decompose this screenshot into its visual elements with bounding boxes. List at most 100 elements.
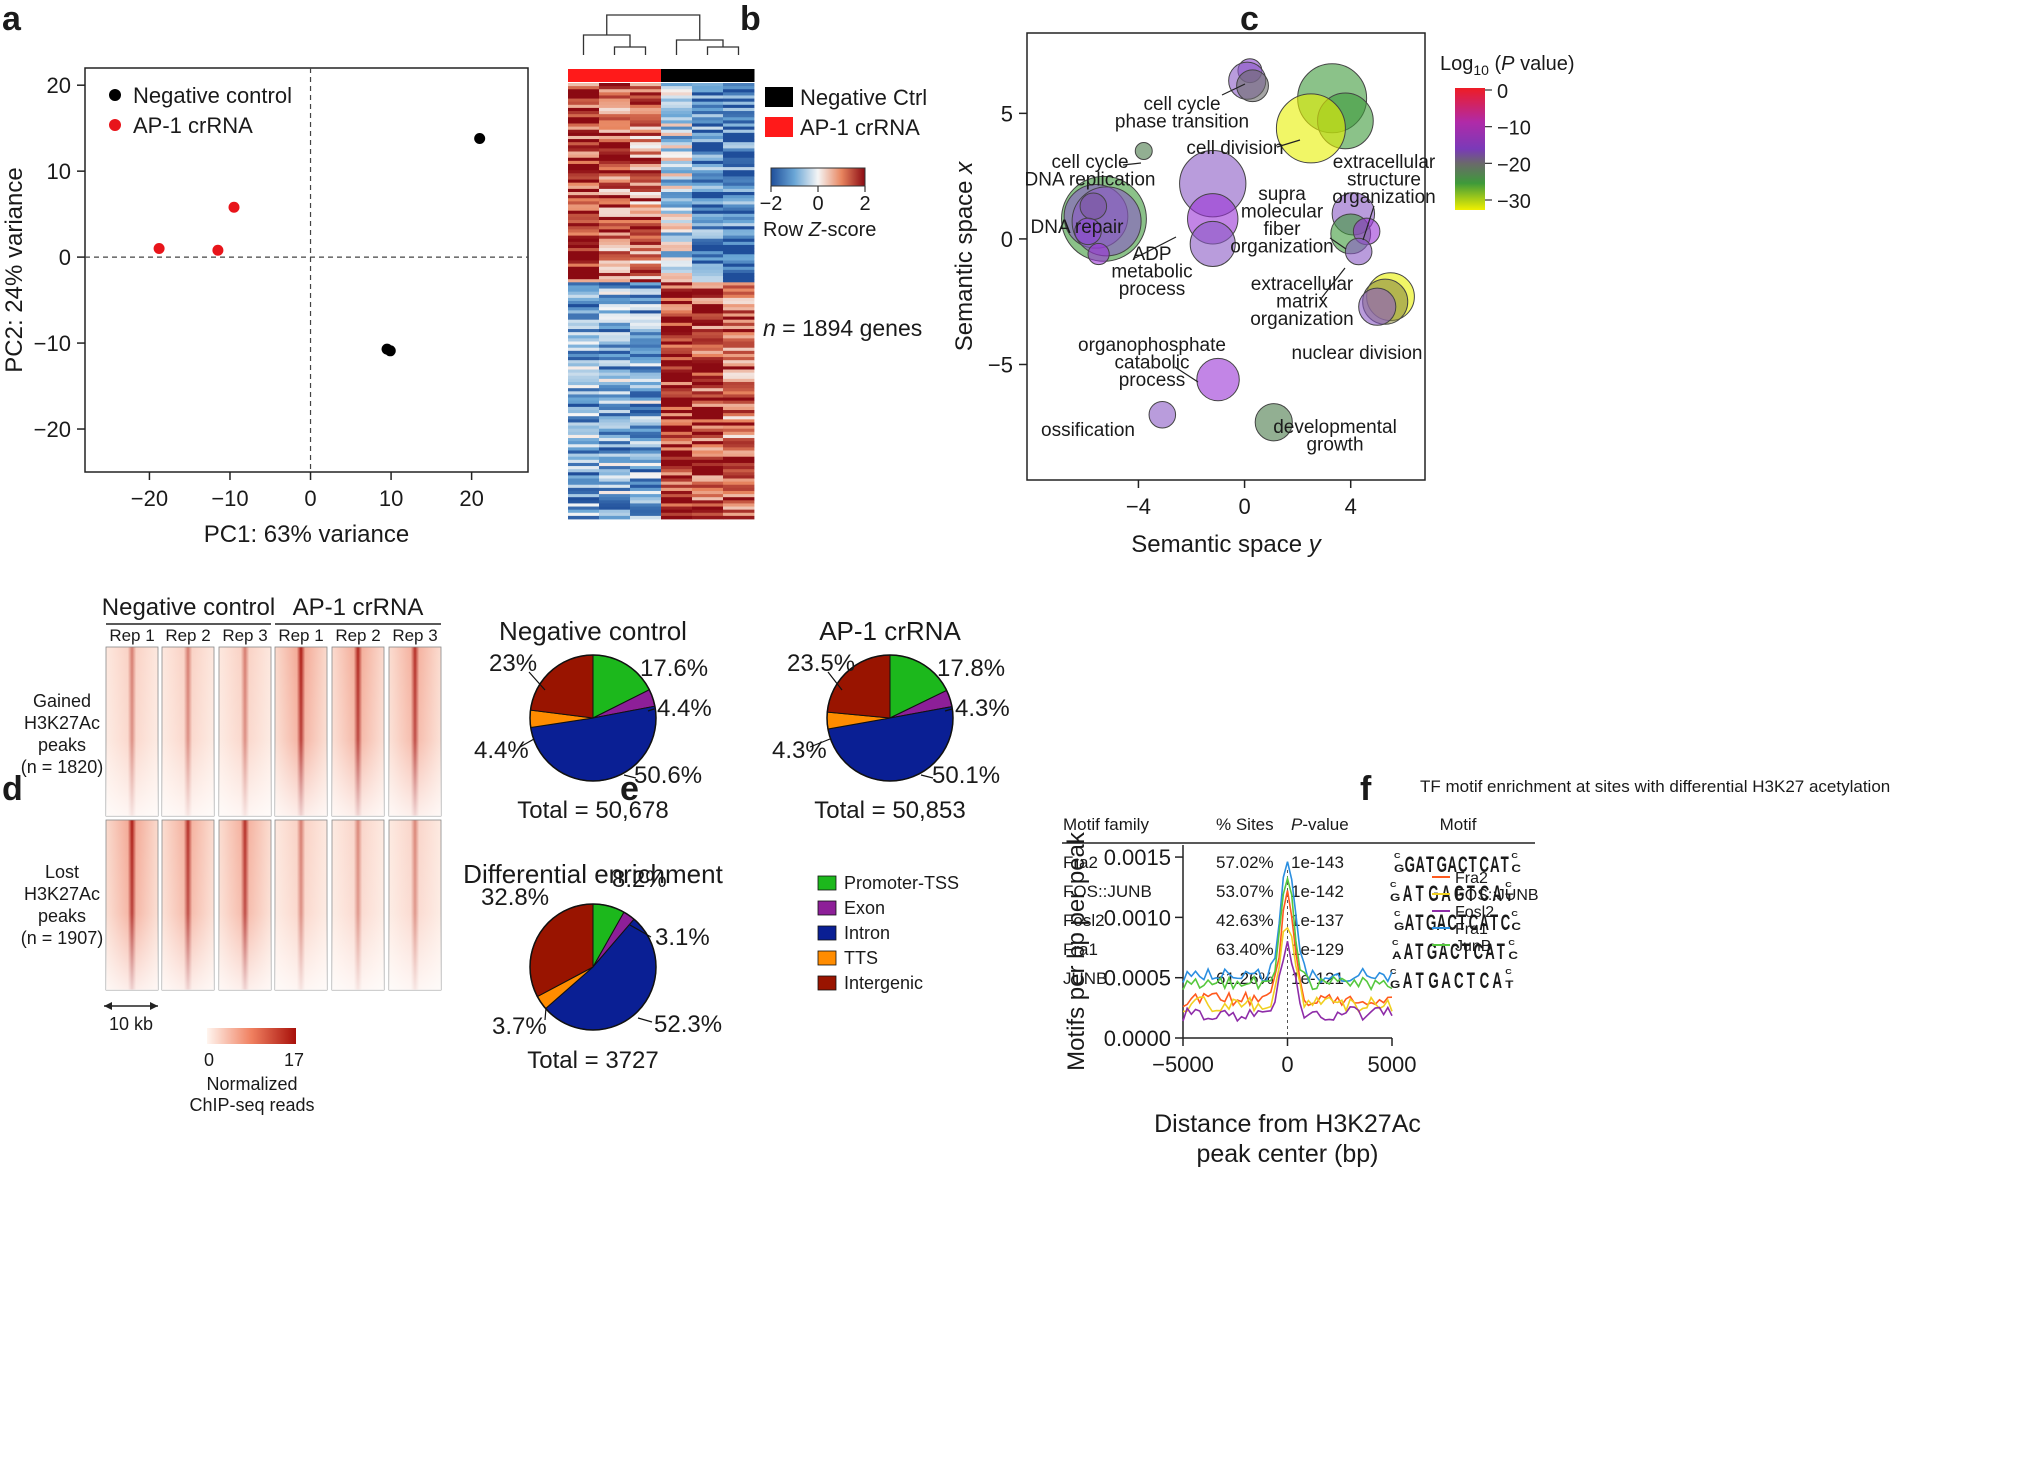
heatmap-cell [661, 210, 693, 215]
motif-base-letter: A [1404, 938, 1414, 964]
heatmap-cell [661, 276, 693, 280]
heatmap-cell [692, 244, 724, 249]
heatmap-cell [630, 453, 662, 458]
heatmap-cell [630, 475, 662, 479]
motif-family: FOS::JUNB [1063, 882, 1152, 901]
chip-heatmap-fade [332, 820, 384, 990]
go-bubble-chart: −4 0 4 5 0 −5 Semantic space y Semantic space x… [951, 32, 1575, 558]
heatmap-cell [692, 213, 724, 218]
heatmap-cell [661, 114, 693, 118]
go-term-label: molecular [1241, 202, 1324, 223]
heatmap-cell [630, 369, 662, 374]
heatmap-cell [661, 456, 693, 461]
motif-base-letter: A [1405, 909, 1415, 935]
label-leader-line [1329, 237, 1347, 250]
heatmap-cell [692, 434, 724, 439]
heatmap-cell [568, 416, 600, 420]
y-tick-label: 0.0010 [1104, 905, 1171, 930]
legend-label: Negative Ctrl [800, 85, 927, 110]
heatmap-cell [723, 294, 755, 299]
heatmap-cell [723, 403, 755, 408]
heatmap-cell [568, 332, 600, 336]
heatmap-cell [599, 472, 631, 476]
heatmap-cell [630, 350, 662, 355]
heatmap-cell [599, 413, 631, 417]
heatmap-cell [692, 251, 724, 255]
heatmap-cell [723, 195, 755, 199]
heatmap-cell [630, 481, 662, 486]
colorbar-title: Normalized [206, 1074, 297, 1094]
heatmap-cell [661, 500, 693, 504]
heatmap-cell [630, 294, 662, 299]
heatmap-cell [723, 332, 755, 336]
heatmap-cell [630, 428, 662, 433]
heatmap-cell [723, 151, 755, 156]
heatmap-cell [723, 506, 755, 511]
heatmap-cell [661, 344, 693, 349]
heatmap-cell [692, 506, 724, 511]
heatmap-cell [661, 135, 693, 140]
go-term-bubble [1148, 400, 1177, 429]
heatmap-cell [692, 95, 724, 99]
heatmap-cell [599, 111, 631, 115]
heatmap-cell [661, 422, 693, 426]
heatmap-cell [599, 369, 631, 374]
heatmap-cell [723, 447, 755, 451]
panel-label-f: f [1360, 770, 1372, 808]
heatmap-cell [723, 310, 755, 314]
heatmap-cell [599, 167, 631, 171]
heatmap-cell [723, 503, 755, 507]
motif-base-letter: G [1454, 880, 1464, 906]
motif-logo: GC G A T G A C T C A T CC [1394, 851, 1521, 877]
heatmap-cell [568, 279, 600, 283]
heatmap-cell [661, 257, 693, 261]
heatmap-cell [599, 500, 631, 504]
chip-heatmap-fade [219, 820, 271, 990]
heatmap-cell [692, 338, 724, 342]
data-point [474, 132, 486, 144]
heatmap-cell [630, 381, 662, 386]
heatmap-cell [661, 192, 693, 196]
heatmap-cell [568, 179, 600, 184]
heatmap-cell [723, 279, 755, 283]
heatmap-cell [568, 397, 600, 402]
heatmap-cell [723, 313, 755, 317]
heatmap-cell [692, 266, 724, 271]
heatmap-cell [723, 509, 755, 514]
heatmap-cell [599, 257, 631, 261]
motif-base-letter: A [1441, 967, 1451, 993]
motif-base-letter: A [1479, 909, 1489, 935]
heatmap-cell [630, 145, 662, 149]
heatmap-cell [599, 394, 631, 398]
chip-heatmap-fade [389, 820, 441, 990]
heatmap-cell [599, 494, 631, 498]
heatmap-cell [599, 238, 631, 243]
chip-colorbar [207, 1028, 296, 1044]
heatmap-cell [723, 185, 755, 190]
heatmap-cell [568, 192, 600, 196]
x-tick-label: −10 [211, 486, 248, 511]
heatmap-cell [661, 213, 693, 218]
colorbar-tick-label: −20 [1497, 154, 1531, 176]
heatmap-cell [692, 484, 724, 489]
go-term-bubble [1275, 93, 1346, 164]
heatmap-cell [568, 117, 600, 121]
heatmap-cell [599, 229, 631, 233]
heatmap-cell [692, 447, 724, 451]
heatmap-cell [568, 285, 600, 289]
heatmap-cell [630, 325, 662, 330]
heatmap-cell [723, 86, 755, 90]
heatmap-cell [630, 120, 662, 124]
motif-base-letter: C [1480, 967, 1490, 993]
heatmap-cell [661, 506, 693, 511]
colorbar-tick-label: 0 [812, 193, 823, 215]
column-header: % Sites [1216, 815, 1274, 834]
heatmap-cell [723, 413, 755, 417]
heatmap-cell [630, 375, 662, 380]
motif-base-letter: C [1505, 881, 1512, 889]
heatmap-cell [630, 416, 662, 420]
heatmap-cell [568, 126, 600, 131]
chip-heatmap-fade [106, 820, 158, 990]
heatmap-cell [692, 301, 724, 305]
go-term-label: cell division [1186, 138, 1283, 159]
